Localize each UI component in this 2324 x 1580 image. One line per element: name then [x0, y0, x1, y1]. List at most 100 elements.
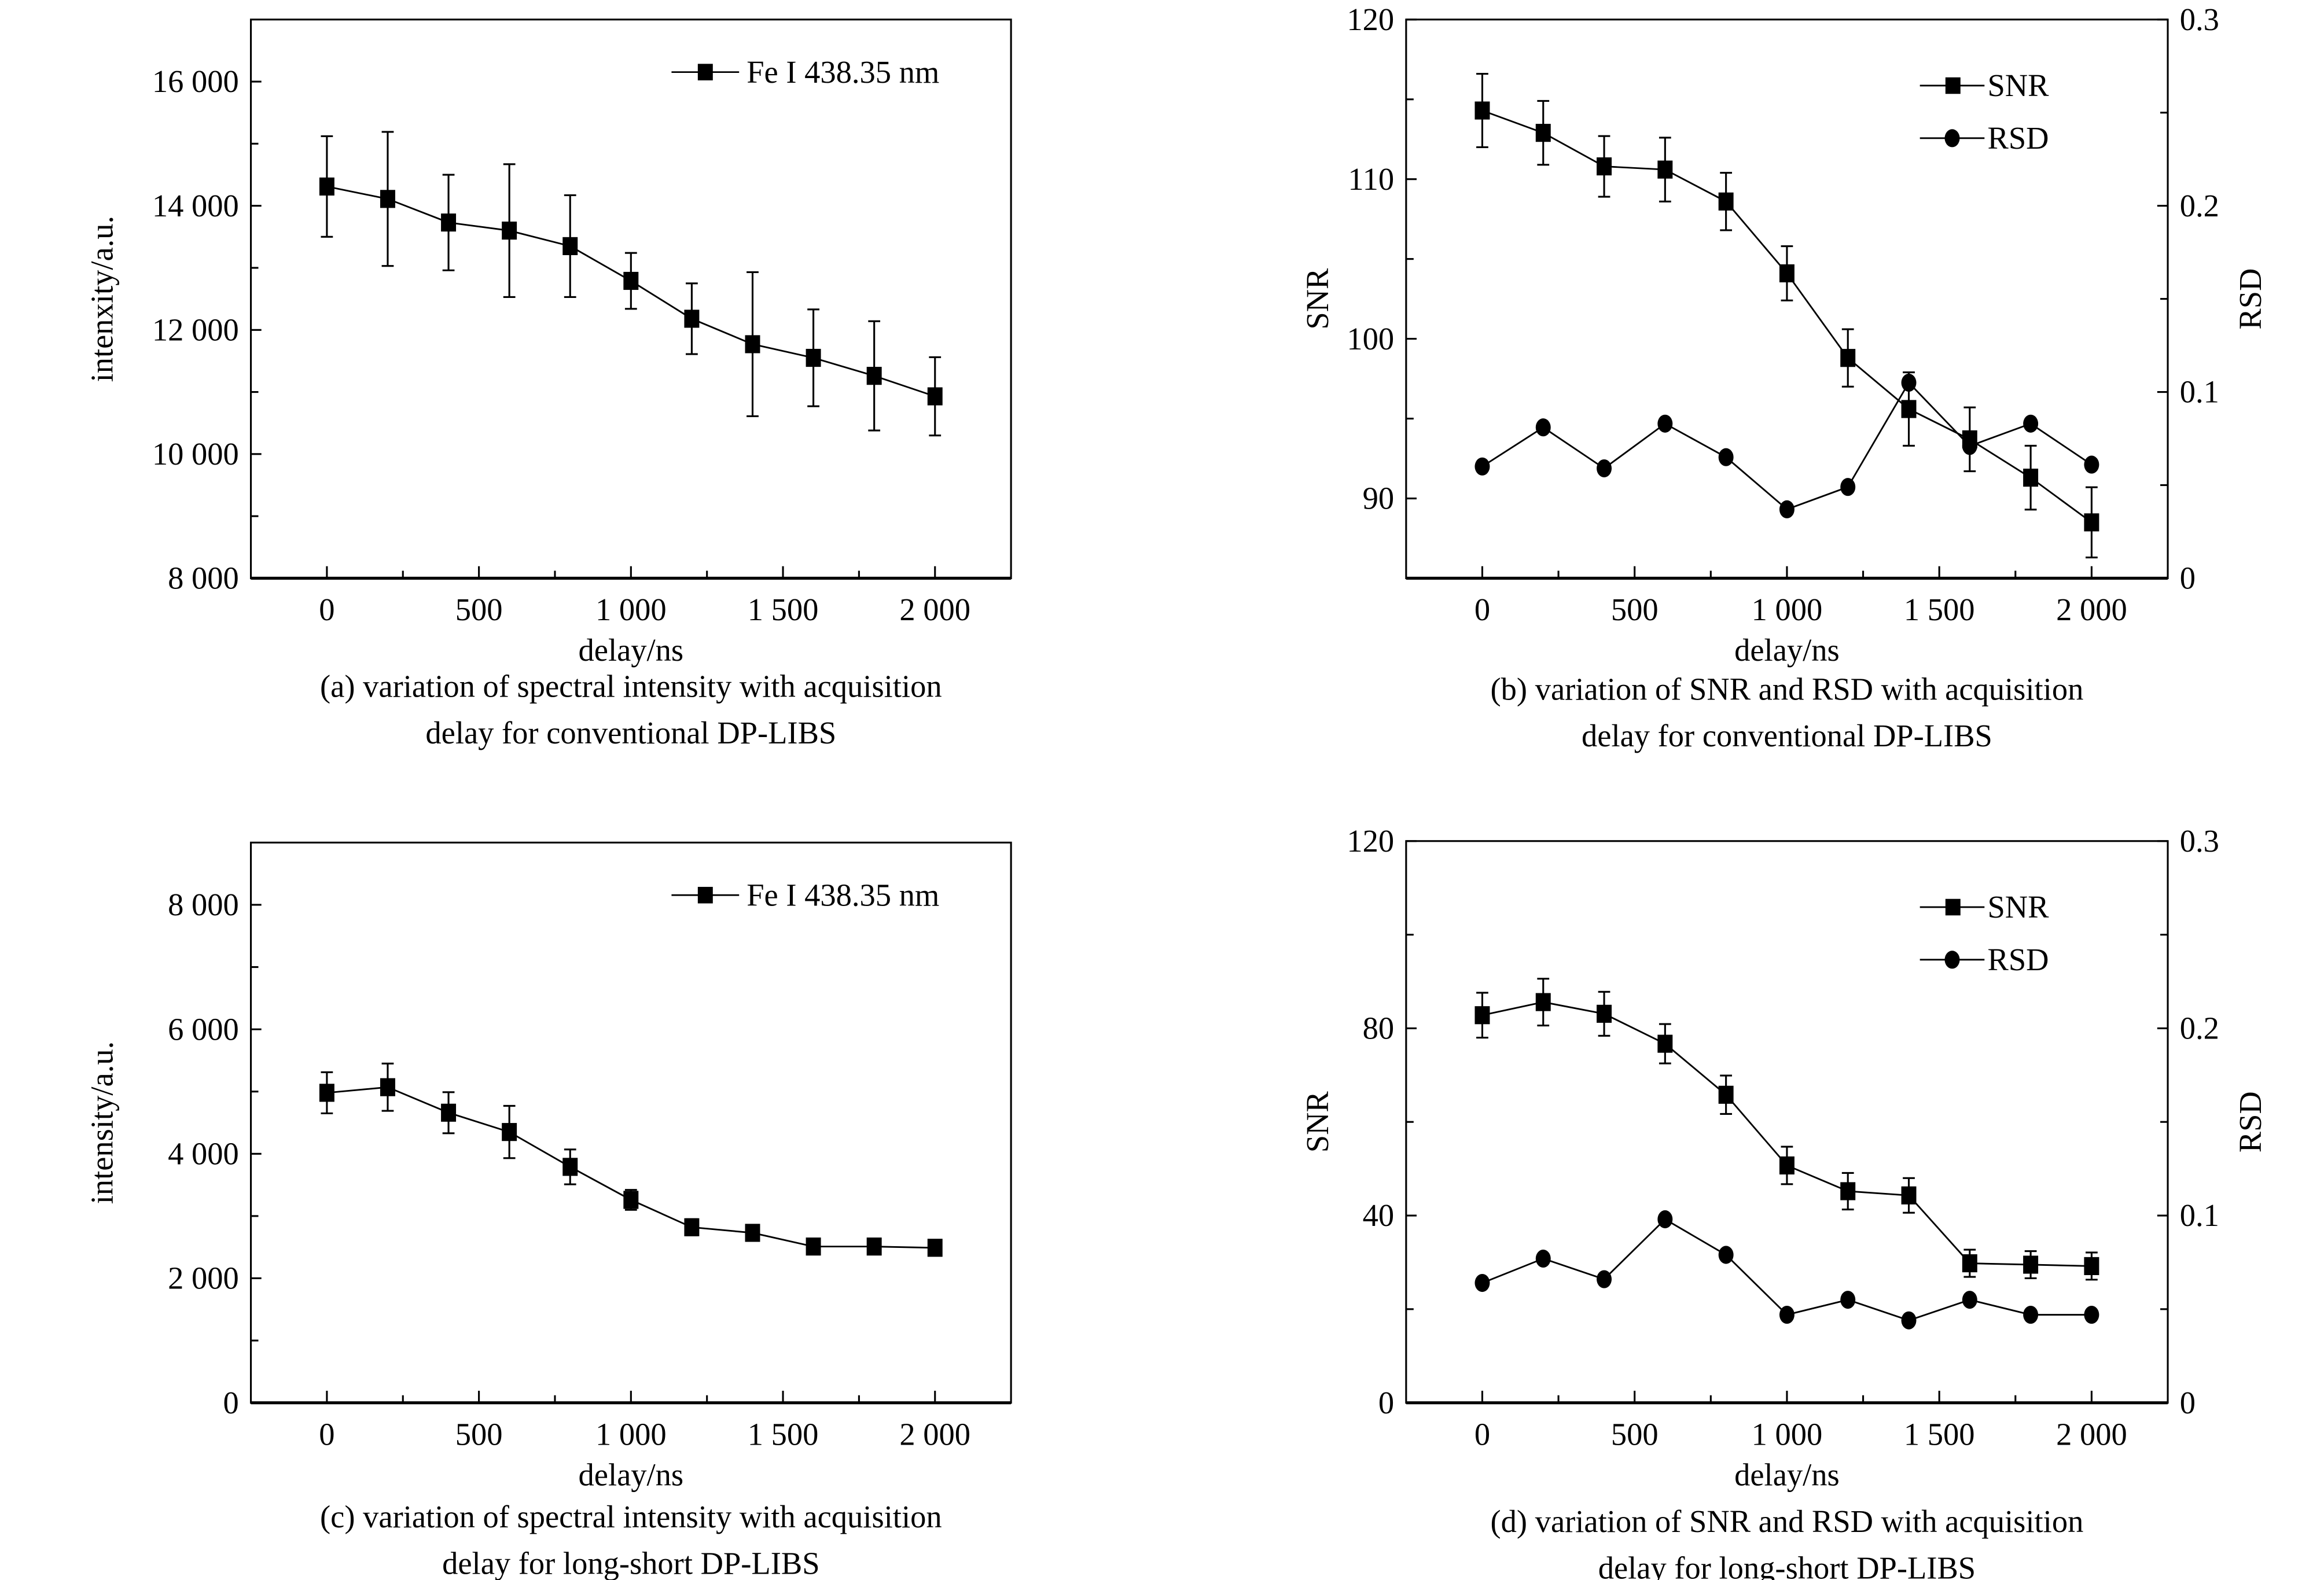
data-point-circle: [1474, 457, 1490, 476]
series-line-rsd: [1481, 1218, 2092, 1321]
y-right-tick-label: 0: [2180, 561, 2196, 596]
legend-label: Fe I 438.35 nm: [747, 877, 939, 912]
data-point-square: [866, 367, 882, 385]
panel-caption: (c) variation of spectral intensity with…: [320, 1499, 942, 1534]
y-tick-label: 40: [1363, 1198, 1395, 1233]
x-tick-label: 2 000: [899, 592, 970, 627]
data-point-circle: [2084, 455, 2099, 474]
legend-label: Fe I 438.35 nm: [747, 54, 939, 90]
y-axis-title: SNR: [1300, 1091, 1335, 1153]
data-point-circle: [2023, 414, 2039, 433]
data-point-square: [745, 335, 760, 353]
legend-marker-square: [1945, 898, 1961, 916]
y-tick-label: 8 000: [168, 561, 239, 596]
y-tick-label: 120: [1347, 2, 1394, 37]
data-point-circle: [1718, 448, 1734, 466]
data-point-square: [1657, 1034, 1673, 1053]
y-axis-title: SNR: [1300, 268, 1335, 330]
y-tick-label: 6 000: [168, 1011, 239, 1047]
y-tick-label: 80: [1363, 1011, 1395, 1046]
y-right-axis-title: RSD: [2233, 1091, 2268, 1152]
panel-caption: delay for long-short DP-LIBS: [1598, 1550, 1976, 1580]
data-point-square: [380, 1078, 395, 1096]
y-right-tick-label: 0.3: [2180, 823, 2219, 859]
panel-caption: delay for conventional DP-LIBS: [425, 715, 836, 750]
data-point-square: [1840, 1182, 1856, 1200]
data-point-square: [623, 1191, 639, 1209]
series-line-snr: [1481, 109, 2093, 524]
y-right-tick-label: 0: [2180, 1385, 2196, 1420]
x-axis-title: delay/ns: [579, 632, 684, 668]
data-point-square: [2023, 469, 2039, 487]
data-point-circle: [1962, 1291, 1977, 1309]
y-right-tick-label: 0.1: [2180, 374, 2219, 410]
data-point-circle: [1901, 373, 1917, 392]
y-tick-label: 0: [1378, 1385, 1394, 1420]
data-point-square: [684, 310, 700, 328]
x-tick-label: 1 500: [1904, 1416, 1975, 1452]
data-point-square: [2084, 513, 2099, 532]
x-tick-label: 500: [1611, 592, 1659, 627]
panel-caption: delay for long-short DP-LIBS: [442, 1546, 819, 1580]
series-line-snr: [1482, 1001, 2092, 1267]
y-tick-label: 10 000: [152, 436, 239, 472]
data-point-square: [1657, 160, 1673, 179]
data-point-circle: [2084, 1305, 2099, 1324]
y-tick-label: 12 000: [152, 312, 239, 347]
data-point-square: [1535, 993, 1551, 1011]
y-right-tick-label: 0.2: [2180, 1011, 2219, 1046]
x-tick-label: 0: [319, 1416, 334, 1452]
data-point-square: [1597, 157, 1612, 176]
x-axis-title: delay/ns: [1734, 632, 1840, 668]
x-tick-label: 2 000: [899, 1416, 970, 1452]
y-right-axis-title: RSD: [2233, 268, 2268, 330]
x-tick-label: 0: [1474, 592, 1490, 627]
data-point-square: [562, 237, 578, 255]
x-axis-title: delay/ns: [1734, 1457, 1840, 1492]
legend-marker-square: [697, 64, 713, 80]
data-point-square: [684, 1218, 700, 1236]
legend-marker-square: [697, 886, 713, 904]
data-point-circle: [1840, 1291, 1856, 1309]
data-point-square: [319, 1084, 334, 1102]
x-tick-label: 1 000: [1752, 1416, 1823, 1452]
data-point-square: [866, 1238, 882, 1256]
data-point-circle: [1901, 1311, 1917, 1329]
data-point-circle: [1718, 1246, 1734, 1264]
data-point-square: [927, 387, 943, 406]
legend-label: SNR: [1987, 889, 2049, 925]
y-tick-label: 4 000: [168, 1136, 239, 1171]
x-tick-label: 1 000: [1752, 592, 1823, 627]
x-tick-label: 0: [319, 592, 334, 627]
data-point-circle: [1779, 1305, 1795, 1324]
legend-label: RSD: [1987, 120, 2049, 156]
panel-caption: (b) variation of SNR and RSD with acquis…: [1491, 672, 2084, 707]
data-point-circle: [1535, 1249, 1551, 1268]
data-point-square: [1840, 349, 1856, 367]
data-point-circle: [1535, 418, 1551, 437]
y-axis-title: intensity/a.u.: [84, 1041, 120, 1205]
y-tick-label: 100: [1347, 321, 1394, 356]
legend-label: SNR: [1987, 68, 2049, 103]
y-tick-label: 14 000: [152, 188, 239, 223]
x-tick-label: 1 000: [595, 1416, 667, 1452]
y-tick-label: 2 000: [168, 1261, 239, 1296]
data-point-square: [1901, 1186, 1917, 1205]
data-point-circle: [1597, 459, 1612, 478]
data-point-circle: [1657, 1210, 1673, 1229]
series-line-fe-i-438-35-nm: [326, 1086, 935, 1249]
x-tick-label: 500: [455, 1416, 503, 1452]
legend-marker-circle: [1944, 951, 1960, 969]
x-tick-label: 1 500: [748, 592, 819, 627]
data-point-square: [441, 213, 457, 232]
data-point-square: [745, 1224, 760, 1242]
data-point-square: [1901, 400, 1917, 418]
data-point-square: [562, 1158, 578, 1176]
panel-b: 0 500 1 000 1 500 2 000 90 100 110 120 0 0.1 0.2 0.3…: [1300, 2, 2268, 753]
panel-a: 0 500 1 000 1 500 2 000 8 000 10 000 12 000 14 0…: [84, 19, 1012, 750]
x-tick-label: 500: [455, 592, 503, 627]
x-tick-label: 1 500: [1904, 592, 1975, 627]
y-right-tick-label: 0.2: [2180, 188, 2219, 223]
data-point-circle: [1657, 414, 1673, 433]
data-point-square: [806, 348, 821, 367]
